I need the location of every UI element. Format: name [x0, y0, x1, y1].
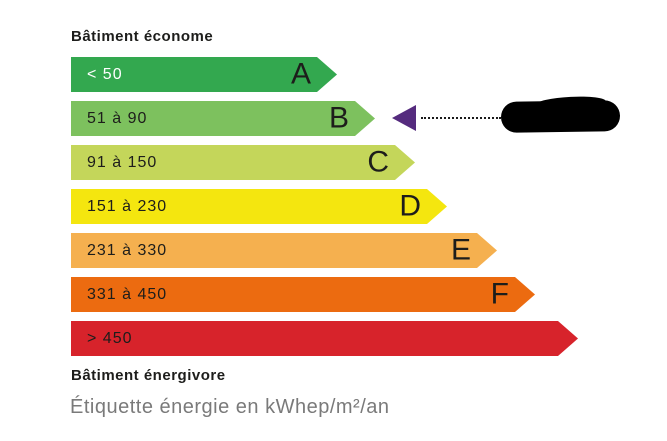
bar-class-letter: F [490, 276, 509, 310]
energy-class-bar: 331 à 450 F [71, 277, 535, 312]
bar-class-letter: C [367, 144, 389, 178]
bar-class-letter: B [328, 100, 349, 134]
energy-class-bar: 231 à 330 E [71, 233, 497, 268]
bar-range-label: < 50 [87, 65, 123, 83]
energy-class-bar: 91 à 150 C [71, 145, 415, 180]
energy-class-bar: 151 à 230 D [71, 189, 447, 224]
bar-range-label: 151 à 230 [87, 197, 168, 215]
energy-class-bar: 51 à 90 B [71, 101, 375, 136]
scale-bottom-label: Bâtiment énergivore [71, 367, 226, 384]
bar-range-label: 331 à 450 [87, 285, 168, 303]
bar-range-label: 51 à 90 [87, 109, 148, 127]
bar-range-label: > 450 [87, 329, 133, 347]
energy-class-bar: < 50 A [71, 57, 337, 92]
energy-class-bars: < 50 A 51 à 90 B 91 à 150 C 151 à 230 D … [71, 57, 578, 365]
bar-range-label: 231 à 330 [87, 241, 168, 259]
bar-range-label: 91 à 150 [87, 153, 158, 171]
bar-class-letter: E [450, 232, 471, 266]
energy-label-caption: Étiquette énergie en kWhep/m²/an [70, 396, 390, 418]
bar-class-letter: D [399, 188, 421, 222]
energy-class-bar: > 450 [71, 321, 578, 356]
bar-class-letter: A [290, 56, 311, 90]
scale-top-label: Bâtiment économe [71, 28, 214, 45]
